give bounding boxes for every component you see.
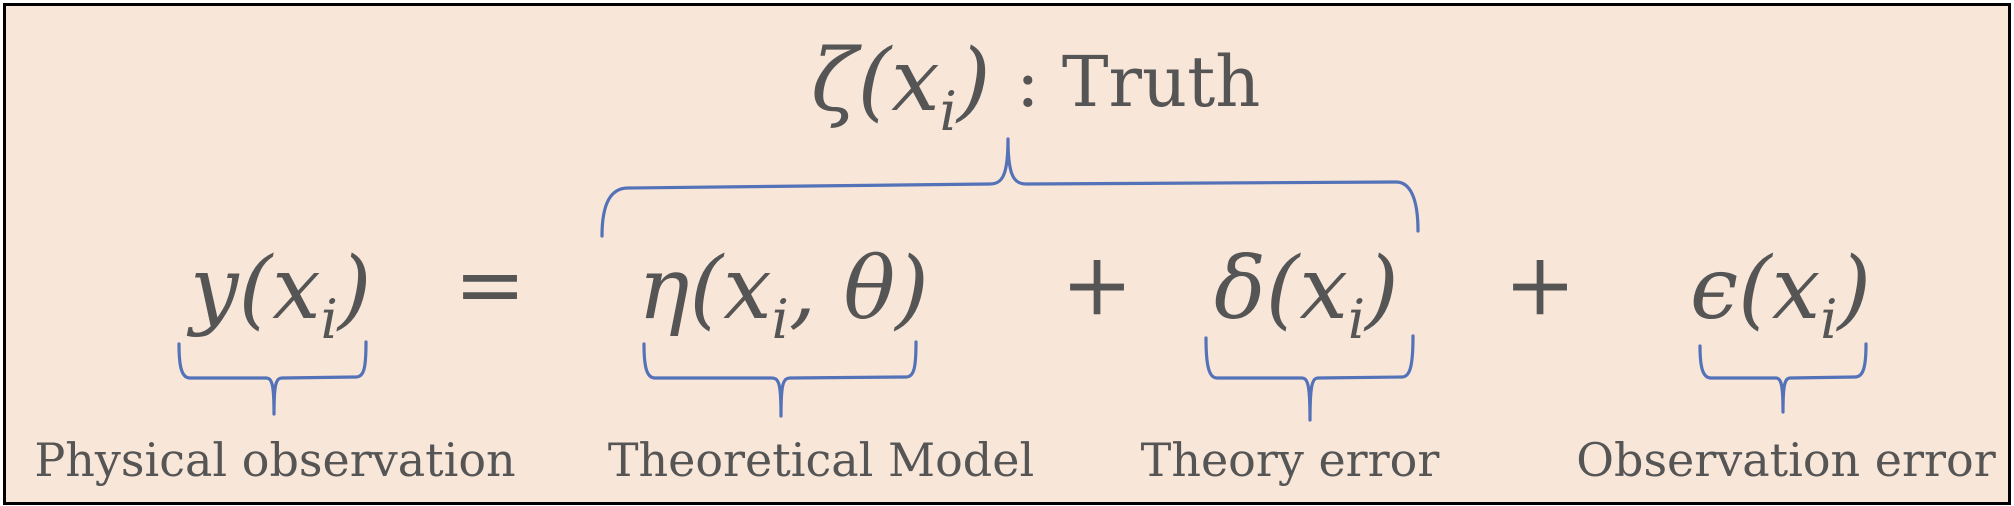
theory-error-label: Theory error bbox=[1141, 433, 1440, 487]
observation-error-term: ϵ(xi) bbox=[1690, 239, 1871, 351]
equals-sign: = bbox=[454, 235, 526, 335]
observation-term: y(xi) bbox=[186, 239, 371, 351]
theory-error-brace bbox=[1204, 334, 1415, 422]
plus-sign-1: + bbox=[1061, 235, 1133, 335]
truth-expression: ζ(xi) : Truth bbox=[811, 31, 1260, 143]
truth-brace bbox=[600, 137, 1420, 238]
plus-sign-2: + bbox=[1504, 235, 1576, 335]
diagram-canvas: ζ(xi) : Truth y(xi) = η(xi, θ) + δ(xi) +… bbox=[3, 3, 2011, 505]
truth-symbol: ζ(xi) bbox=[811, 31, 991, 143]
observation-brace bbox=[177, 340, 368, 416]
observation-error-brace bbox=[1698, 342, 1868, 414]
diagram-svg: ζ(xi) : Truth y(xi) = η(xi, θ) + δ(xi) +… bbox=[34, 31, 1995, 487]
theory-error-term: δ(xi) bbox=[1214, 239, 1399, 351]
theoretical-model-label: Theoretical Model bbox=[608, 433, 1034, 487]
model-term: η(xi, θ) bbox=[638, 239, 929, 351]
observation-error-label: Observation error bbox=[1576, 433, 1995, 487]
equation: y(xi) = η(xi, θ) + δ(xi) + ϵ(xi) bbox=[186, 235, 1871, 351]
truth-label: : Truth bbox=[1016, 41, 1260, 123]
physical-observation-label: Physical observation bbox=[34, 433, 515, 487]
model-brace bbox=[642, 340, 918, 418]
